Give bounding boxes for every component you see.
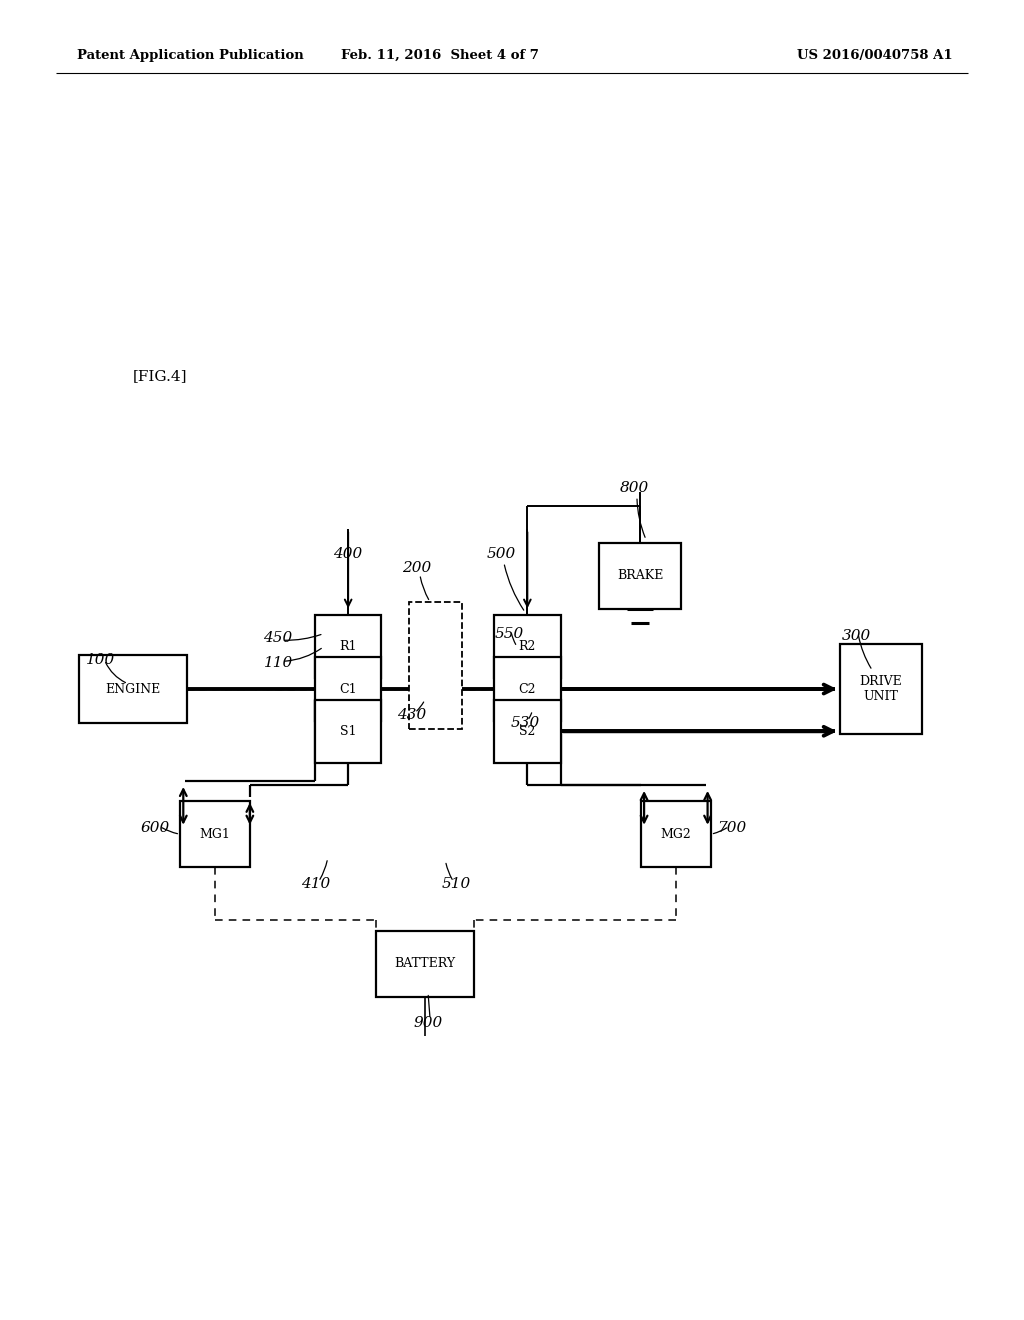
- Text: 300: 300: [842, 630, 870, 643]
- Text: 900: 900: [414, 1016, 442, 1030]
- Text: 450: 450: [263, 631, 292, 644]
- Text: C1: C1: [339, 682, 357, 696]
- Text: DRIVE
UNIT: DRIVE UNIT: [859, 675, 902, 704]
- Text: Feb. 11, 2016  Sheet 4 of 7: Feb. 11, 2016 Sheet 4 of 7: [341, 49, 540, 62]
- Text: C2: C2: [518, 682, 537, 696]
- Text: US 2016/0040758 A1: US 2016/0040758 A1: [797, 49, 952, 62]
- Bar: [840, 644, 922, 734]
- Bar: [315, 657, 381, 721]
- Text: 530: 530: [511, 717, 540, 730]
- Bar: [495, 657, 561, 721]
- Text: 510: 510: [442, 878, 471, 891]
- Text: 700: 700: [718, 821, 746, 834]
- Text: BRAKE: BRAKE: [616, 569, 664, 582]
- Text: 100: 100: [86, 653, 115, 667]
- Bar: [80, 655, 186, 723]
- Text: S1: S1: [340, 725, 356, 738]
- Text: 430: 430: [397, 709, 426, 722]
- Text: Patent Application Publication: Patent Application Publication: [77, 49, 303, 62]
- Bar: [495, 700, 561, 763]
- Text: 410: 410: [301, 878, 330, 891]
- Bar: [377, 931, 473, 997]
- Bar: [495, 615, 561, 678]
- Text: [FIG.4]: [FIG.4]: [133, 370, 187, 383]
- Text: S2: S2: [519, 725, 536, 738]
- Text: R1: R1: [339, 640, 357, 653]
- Text: MG2: MG2: [660, 828, 691, 841]
- Text: 550: 550: [495, 627, 523, 640]
- Bar: [315, 700, 381, 763]
- Text: 400: 400: [334, 548, 362, 561]
- Text: MG1: MG1: [200, 828, 230, 841]
- Text: BATTERY: BATTERY: [394, 957, 456, 970]
- Bar: [315, 615, 381, 678]
- Bar: [599, 543, 681, 609]
- Text: R2: R2: [519, 640, 536, 653]
- Bar: [409, 602, 462, 729]
- Text: 800: 800: [621, 482, 649, 495]
- Text: ENGINE: ENGINE: [105, 682, 161, 696]
- Text: 600: 600: [141, 821, 170, 834]
- Text: 110: 110: [264, 656, 293, 669]
- Bar: [180, 801, 250, 867]
- Text: 500: 500: [487, 548, 516, 561]
- Bar: [641, 801, 711, 867]
- Text: 200: 200: [402, 561, 431, 574]
